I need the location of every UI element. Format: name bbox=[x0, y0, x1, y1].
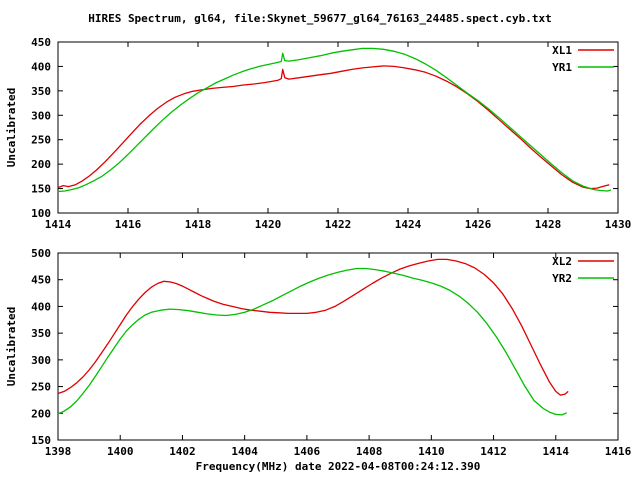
bottom-panel-y-tick-label: 350 bbox=[31, 327, 51, 340]
bottom-panel-y-tick-label: 150 bbox=[31, 434, 51, 447]
series-yr1-curve bbox=[57, 47, 612, 193]
legend-label-yr1: YR1 bbox=[552, 61, 572, 74]
bottom-panel-xlabel: Frequency(MHz) date 2022-04-08T00:24:12.… bbox=[196, 460, 481, 473]
top-panel-y-tick-label: 400 bbox=[31, 60, 51, 73]
legend-label-xl2: XL2 bbox=[552, 255, 572, 268]
bottom-panel-y-tick-label: 400 bbox=[31, 300, 51, 313]
bottom-panel-x-tick-label: 1412 bbox=[480, 445, 507, 458]
top-panel-y-tick-label: 450 bbox=[31, 36, 51, 49]
bottom-panel-y-tick-label: 450 bbox=[31, 274, 51, 287]
bottom-panel-border bbox=[57, 252, 619, 441]
series-xl2-curve bbox=[57, 258, 569, 396]
bottom-panel-x-tick-label: 1408 bbox=[356, 445, 383, 458]
bottom-panel-x-tick-label: 1404 bbox=[231, 445, 258, 458]
top-panel-y-tick-label: 200 bbox=[31, 158, 51, 171]
bottom-panel-x-tick-label: 1416 bbox=[605, 445, 632, 458]
top-panel-y-tick-label: 350 bbox=[31, 85, 51, 98]
bottom-panel-x-tick-label: 1406 bbox=[294, 445, 321, 458]
top-panel-x-tick-label: 1416 bbox=[115, 218, 142, 231]
top-panel-x-tick-label: 1430 bbox=[605, 218, 632, 231]
bottom-panel-x-tick-label: 1410 bbox=[418, 445, 445, 458]
bottom-panel-x-tick-label: 1398 bbox=[45, 445, 72, 458]
bottom-panel-x-tick-label: 1414 bbox=[543, 445, 570, 458]
series-yr2-curve bbox=[57, 267, 567, 416]
top-panel-x-tick-label: 1420 bbox=[255, 218, 282, 231]
legend-label-yr2: YR2 bbox=[552, 272, 572, 285]
top-panel-x-tick-label: 1414 bbox=[45, 218, 72, 231]
top-panel-y-tick-label: 150 bbox=[31, 183, 51, 196]
bottom-panel-y-tick-label: 300 bbox=[31, 354, 51, 367]
bottom-panel-x-tick-label: 1402 bbox=[169, 445, 196, 458]
top-panel-x-tick-label: 1426 bbox=[465, 218, 492, 231]
top-panel-x-tick-label: 1428 bbox=[535, 218, 562, 231]
bottom-panel-y-tick-label: 200 bbox=[31, 407, 51, 420]
top-panel-x-tick-label: 1418 bbox=[185, 218, 212, 231]
top-panel-x-tick-label: 1422 bbox=[325, 218, 352, 231]
top-panel-y-tick-label: 250 bbox=[31, 134, 51, 147]
bottom-panel-x-tick-label: 1400 bbox=[107, 445, 134, 458]
bottom-panel-y-tick-label: 250 bbox=[31, 381, 51, 394]
bottom-panel-y-tick-label: 500 bbox=[31, 247, 51, 260]
top-panel-ylabel: Uncalibrated bbox=[5, 88, 18, 167]
series-xl1-curve bbox=[57, 65, 610, 190]
top-panel-x-tick-label: 1424 bbox=[395, 218, 422, 231]
legend-label-xl1: XL1 bbox=[552, 44, 572, 57]
top-panel-y-tick-label: 100 bbox=[31, 207, 51, 220]
bottom-panel-ylabel: Uncalibrated bbox=[5, 307, 18, 386]
top-panel-border bbox=[57, 41, 619, 214]
plot-title: HIRES Spectrum, gl64, file:Skynet_59677_… bbox=[88, 12, 552, 25]
top-panel-y-tick-label: 300 bbox=[31, 109, 51, 122]
